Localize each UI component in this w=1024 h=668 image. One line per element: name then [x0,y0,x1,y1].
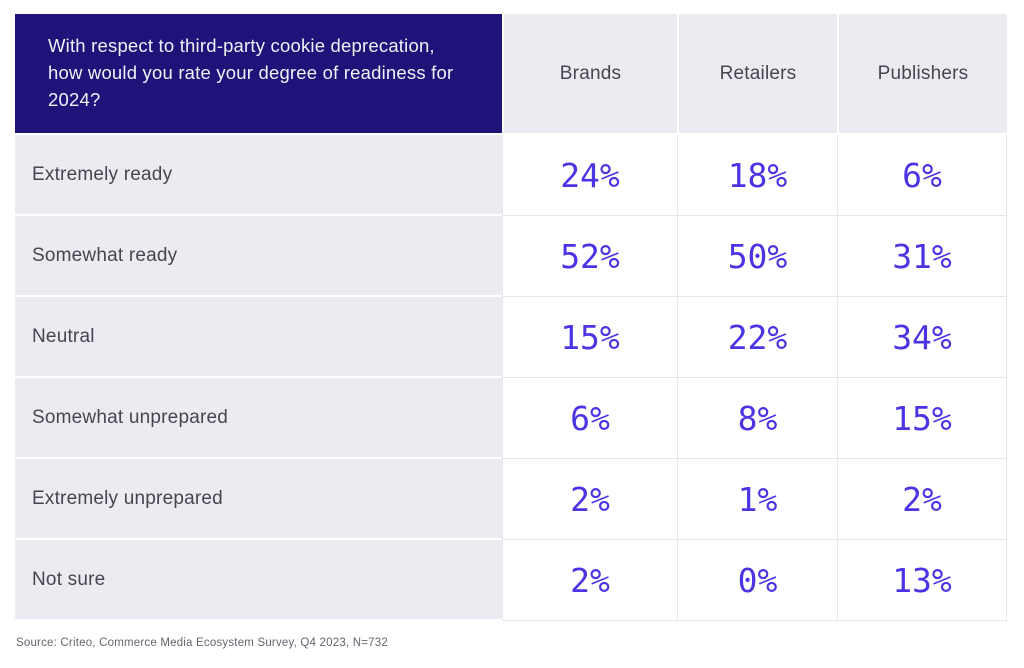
value-cell: 15% [502,297,677,378]
table-row: Extremely unprepared 2% 1% 2% [15,459,1007,540]
value-cell: 50% [677,216,837,297]
row-label-cell: Somewhat unprepared [15,378,502,459]
value-cell: 2% [502,459,677,540]
value-cell: 6% [502,378,677,459]
value-cell: 22% [677,297,837,378]
table-row: Not sure 2% 0% 13% [15,540,1007,621]
row-label-cell: Neutral [15,297,502,378]
value-cell: 13% [837,540,1007,621]
value-cell: 52% [502,216,677,297]
value-cell: 31% [837,216,1007,297]
value-cell: 15% [837,378,1007,459]
row-label-cell: Extremely unprepared [15,459,502,540]
value-cell: 1% [677,459,837,540]
readiness-table: With respect to third-party cookie depre… [15,14,1007,621]
value-cell: 8% [677,378,837,459]
table-row: Somewhat ready 52% 50% 31% [15,216,1007,297]
value-cell: 2% [837,459,1007,540]
value-cell: 6% [837,135,1007,216]
column-header-brands: Brands [502,14,677,135]
table-row: Neutral 15% 22% 34% [15,297,1007,378]
survey-readiness-page: With respect to third-party cookie depre… [15,14,1007,649]
source-note: Source: Criteo, Commerce Media Ecosystem… [16,637,388,649]
column-header-retailers: Retailers [677,14,837,135]
table-row: Extremely ready 24% 18% 6% [15,135,1007,216]
row-label-cell: Extremely ready [15,135,502,216]
value-cell: 18% [677,135,837,216]
value-cell: 24% [502,135,677,216]
question-header-cell: With respect to third-party cookie depre… [15,14,502,135]
value-cell: 0% [677,540,837,621]
header-row: With respect to third-party cookie depre… [15,14,1007,135]
question-text: With respect to third-party cookie depre… [48,35,454,110]
row-label-cell: Not sure [15,540,502,621]
value-cell: 34% [837,297,1007,378]
row-label-cell: Somewhat ready [15,216,502,297]
column-header-publishers: Publishers [837,14,1007,135]
value-cell: 2% [502,540,677,621]
table-row: Somewhat unprepared 6% 8% 15% [15,378,1007,459]
